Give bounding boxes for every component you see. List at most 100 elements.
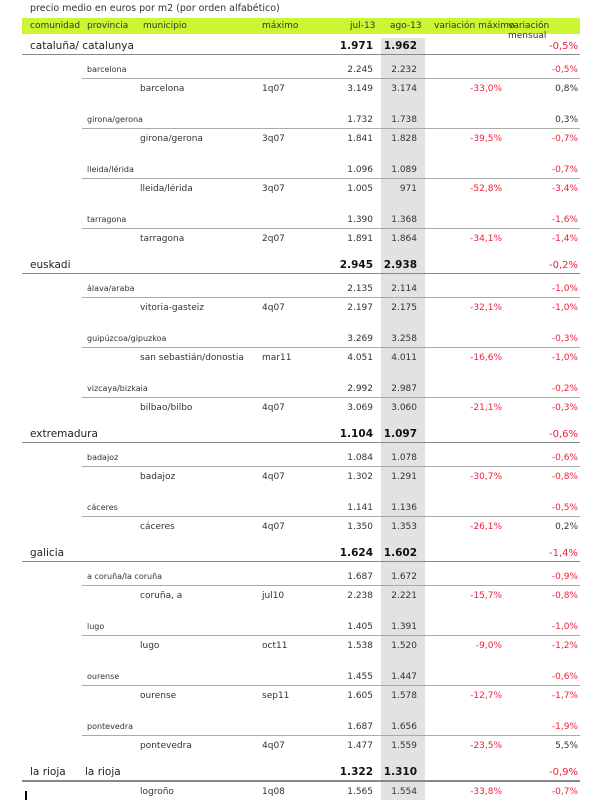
var-mensual-value: -0,9% bbox=[551, 572, 578, 582]
var-max-value: -15,7% bbox=[470, 591, 502, 601]
jul-value: 1.405 bbox=[347, 622, 373, 632]
var-mensual-value: -0,6% bbox=[548, 429, 578, 440]
var-mensual-value: -0,7% bbox=[551, 134, 578, 144]
ago-value: 2.114 bbox=[391, 284, 417, 294]
row-divider bbox=[22, 561, 580, 562]
row-divider bbox=[82, 466, 580, 467]
var-mensual-value: -1,0% bbox=[551, 303, 578, 313]
var-mensual-value: 0,3% bbox=[555, 115, 578, 125]
municipio-name: san sebastián/donostia bbox=[140, 353, 244, 363]
maximo-value: 3q07 bbox=[262, 184, 285, 194]
jul-value: 3.149 bbox=[347, 84, 373, 94]
ago-value: 1.864 bbox=[391, 234, 417, 244]
ago-value: 1.578 bbox=[391, 691, 417, 701]
jul-value: 2.945 bbox=[339, 259, 373, 271]
maximo-value: 1q08 bbox=[262, 787, 285, 797]
var-mensual-value: -0,5% bbox=[548, 41, 578, 52]
ago-value: 1.097 bbox=[383, 428, 417, 440]
var-mensual-value: -0,8% bbox=[551, 591, 578, 601]
var-mensual-value: -0,9% bbox=[548, 767, 578, 778]
provincia-name: a coruña/la coruña bbox=[87, 572, 163, 581]
header-var-mensual: variación mensual bbox=[508, 21, 550, 41]
row-divider bbox=[82, 585, 580, 586]
highlighted-column bbox=[381, 38, 425, 800]
provincia-name: tarragona bbox=[87, 215, 127, 224]
provincia-name: ourense bbox=[87, 672, 120, 681]
maximo-value: 2q07 bbox=[262, 234, 285, 244]
maximo-value: mar11 bbox=[262, 353, 292, 363]
ago-value: 1.089 bbox=[391, 165, 417, 175]
ago-value: 1.738 bbox=[391, 115, 417, 125]
provincia-name: la rioja bbox=[85, 766, 121, 778]
var-mensual-value: -0,7% bbox=[551, 787, 578, 797]
comunidad-name: galicia bbox=[30, 547, 65, 559]
jul-value: 1.005 bbox=[347, 184, 373, 194]
var-mensual-value: -0,5% bbox=[551, 65, 578, 75]
var-mensual-value: -1,9% bbox=[551, 722, 578, 732]
table-title: precio medio en euros por m2 (por orden … bbox=[30, 3, 280, 14]
jul-value: 1.538 bbox=[347, 641, 373, 651]
row-divider bbox=[82, 297, 580, 298]
ago-value: 1.368 bbox=[391, 215, 417, 225]
header-var-max: variación máximo bbox=[434, 21, 515, 31]
provincia-name: lugo bbox=[87, 622, 105, 631]
var-mensual-value: 0,8% bbox=[555, 84, 578, 94]
jul-value: 1.687 bbox=[347, 722, 373, 732]
ago-value: 1.353 bbox=[391, 522, 417, 532]
ago-value: 1.656 bbox=[391, 722, 417, 732]
ago-value: 3.258 bbox=[391, 334, 417, 344]
provincia-name: badajoz bbox=[87, 453, 119, 462]
municipio-name: ourense bbox=[140, 691, 177, 701]
jul-value: 1.732 bbox=[347, 115, 373, 125]
municipio-name: girona/gerona bbox=[140, 134, 203, 144]
var-max-value: -9,0% bbox=[475, 641, 502, 651]
jul-value: 3.069 bbox=[347, 403, 373, 413]
header-maximo: máximo bbox=[262, 21, 299, 31]
maximo-value: 3q07 bbox=[262, 134, 285, 144]
var-max-value: -26,1% bbox=[470, 522, 502, 532]
provincia-name: lleida/lérida bbox=[87, 165, 134, 174]
row-divider bbox=[82, 397, 580, 398]
header-comunidad: comunidad bbox=[30, 21, 81, 31]
jul-value: 1.390 bbox=[347, 215, 373, 225]
maximo-value: 4q07 bbox=[262, 522, 285, 532]
comunidad-name: extremadura bbox=[30, 428, 98, 440]
municipio-name: cáceres bbox=[140, 522, 175, 532]
var-mensual-value: -1,2% bbox=[551, 641, 578, 651]
var-mensual-value: -0,5% bbox=[551, 503, 578, 513]
maximo-value: 1q07 bbox=[262, 84, 285, 94]
row-divider bbox=[82, 735, 580, 736]
jul-value: 1.605 bbox=[347, 691, 373, 701]
var-max-value: -32,1% bbox=[470, 303, 502, 313]
var-mensual-value: -0,6% bbox=[551, 672, 578, 682]
provincia-name: álava/araba bbox=[87, 284, 135, 293]
jul-value: 4.051 bbox=[347, 353, 373, 363]
jul-value: 1.084 bbox=[347, 453, 373, 463]
ago-value: 1.136 bbox=[391, 503, 417, 513]
ago-value: 1.559 bbox=[391, 741, 417, 751]
maximo-value: oct11 bbox=[262, 641, 288, 651]
row-divider bbox=[82, 635, 580, 636]
ago-value: 971 bbox=[399, 184, 417, 194]
var-mensual-value: -0,2% bbox=[551, 384, 578, 394]
var-mensual-value: -1,4% bbox=[551, 234, 578, 244]
ago-value: 3.174 bbox=[391, 84, 417, 94]
municipio-name: badajoz bbox=[140, 472, 176, 482]
var-mensual-value: -0,6% bbox=[551, 453, 578, 463]
ago-value: 1.672 bbox=[391, 572, 417, 582]
jul-value: 1.104 bbox=[339, 428, 373, 440]
var-mensual-value: -1,0% bbox=[551, 622, 578, 632]
table-header: comunidad provincia municipio máximo jul… bbox=[22, 18, 580, 41]
comunidad-name: cataluña/ catalunya bbox=[30, 40, 134, 52]
var-max-value: -16,6% bbox=[470, 353, 502, 363]
jul-value: 1.891 bbox=[347, 234, 373, 244]
var-mensual-value: -0,3% bbox=[551, 334, 578, 344]
jul-value: 2.245 bbox=[347, 65, 373, 75]
maximo-value: sep11 bbox=[262, 691, 290, 701]
var-mensual-value: -1,7% bbox=[551, 691, 578, 701]
var-mensual-value: -1,0% bbox=[551, 353, 578, 363]
ago-value: 2.175 bbox=[391, 303, 417, 313]
var-mensual-value: -3,4% bbox=[551, 184, 578, 194]
ago-value: 1.554 bbox=[391, 787, 417, 797]
header-municipio: municipio bbox=[143, 21, 187, 31]
